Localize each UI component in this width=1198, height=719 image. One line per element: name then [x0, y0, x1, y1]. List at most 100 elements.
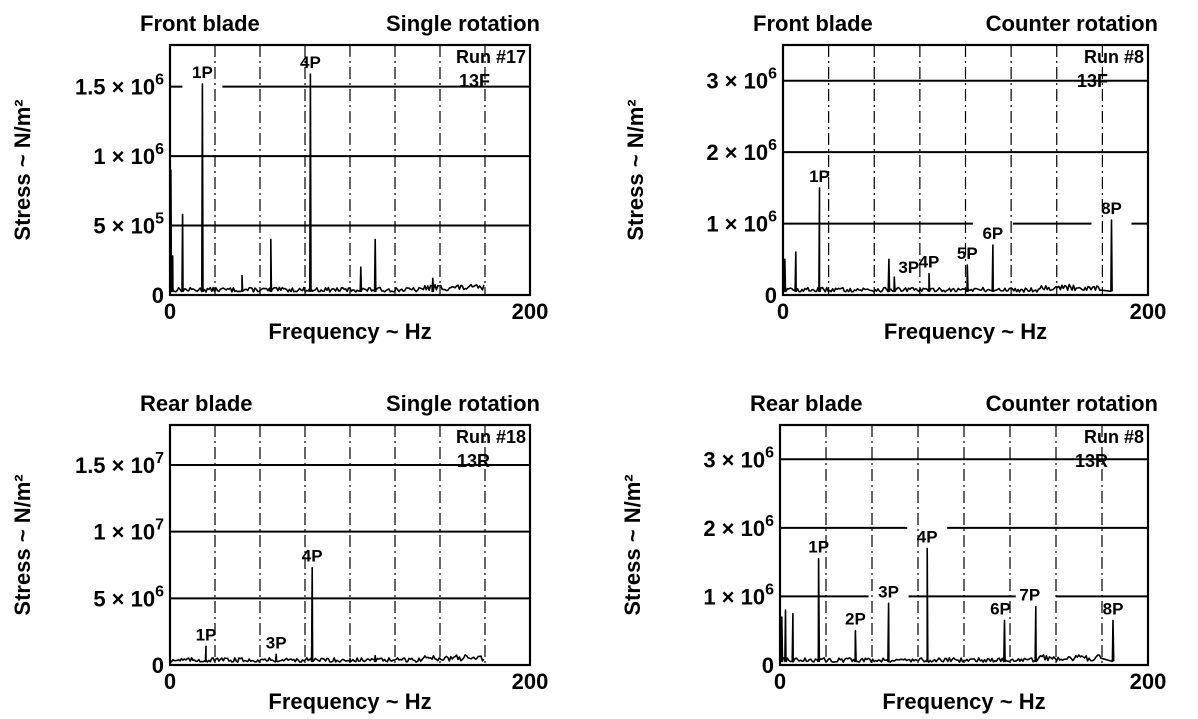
peak-label: 1P	[809, 167, 830, 186]
y-tick-label: 5 × 105	[93, 211, 164, 239]
x-axis-label: Frequency ~ Hz	[882, 689, 1045, 714]
y-tick-base: 5 × 10	[93, 586, 155, 611]
y-tick-base: 3 × 10	[706, 69, 768, 94]
run-label: Run #17	[456, 47, 526, 67]
chart-title: Rear blade	[140, 391, 253, 416]
y-tick-exponent: 6	[765, 581, 774, 598]
y-tick-label: 1 × 106	[703, 581, 774, 609]
y-tick-base: 0	[152, 653, 164, 678]
plot-frame	[168, 43, 532, 297]
peak-label: 8P	[1103, 599, 1124, 618]
x-tick-label: 200	[1130, 669, 1167, 694]
y-tick-base: 0	[765, 283, 777, 308]
x-tick-label: 200	[512, 299, 549, 324]
y-tick-label: 1 × 106	[93, 141, 164, 169]
peak-label: 3P	[878, 582, 899, 601]
peak-label: 8P	[1101, 199, 1122, 218]
chart-panel-4: Rear blade Counter rotation 1P 2P 3P 4P 6P 7P 8P…	[620, 391, 1166, 714]
spectrum-series	[169, 566, 485, 663]
plot-frame	[168, 423, 532, 667]
y-axis-label: Stress ~ N/m²	[10, 99, 35, 240]
peak-label: 1P	[192, 63, 213, 82]
chart-subtitle: Counter rotation	[986, 391, 1158, 416]
plot-frame	[778, 423, 1150, 667]
peak-label: 6P	[982, 224, 1003, 243]
x-tick-label: 0	[777, 299, 789, 324]
peak-label: 5P	[957, 244, 978, 263]
chart-title: Rear blade	[750, 391, 863, 416]
chart-title: Front blade	[140, 11, 260, 36]
spectrum-series	[782, 187, 1113, 293]
y-axis-label: Stress ~ N/m²	[620, 474, 645, 615]
y-tick-exponent: 6	[765, 513, 774, 530]
y-tick-exponent: 5	[155, 211, 164, 228]
gauge-label: 13R	[1075, 451, 1108, 471]
plot-frame	[781, 43, 1150, 297]
x-tick-label: 0	[774, 669, 786, 694]
x-axis-label: Frequency ~ Hz	[884, 319, 1047, 344]
y-tick-label: 3 × 106	[706, 66, 777, 94]
y-tick-label: 0	[762, 653, 774, 678]
run-label: Run #8	[1084, 427, 1144, 447]
run-label: Run #18	[456, 427, 526, 447]
y-tick-base: 1 × 10	[703, 584, 765, 609]
x-axis-label: Frequency ~ Hz	[268, 319, 431, 344]
peak-label: 7P	[1019, 586, 1040, 605]
y-tick-label: 0	[765, 283, 777, 308]
chart-subtitle: Single rotation	[386, 391, 540, 416]
y-tick-base: 1 × 10	[93, 520, 155, 545]
peak-label: 6P	[990, 599, 1011, 618]
chart-panel-1: Front blade Single rotation 1P 4P Run #17 13F…	[10, 11, 548, 344]
y-tick-exponent: 6	[155, 583, 164, 600]
y-tick-exponent: 6	[765, 444, 774, 461]
x-tick-label: 200	[512, 669, 549, 694]
chart-subtitle: Counter rotation	[986, 11, 1158, 36]
y-tick-label: 1 × 106	[706, 209, 777, 237]
y-tick-label: 1.5 × 106	[75, 72, 164, 100]
chart-panel-3: Rear blade Single rotation 1P 3P 4P Run #18 13…	[10, 391, 548, 714]
y-tick-exponent: 7	[155, 450, 164, 467]
y-tick-exponent: 6	[768, 137, 777, 154]
y-tick-base: 2 × 10	[706, 140, 768, 165]
y-tick-label: 2 × 106	[703, 513, 774, 541]
y-tick-base: 1.5 × 10	[75, 453, 155, 478]
peak-label: 4P	[300, 53, 321, 72]
peak-label: 4P	[302, 547, 323, 566]
y-tick-label: 1.5 × 107	[75, 450, 164, 478]
peak-label: 2P	[845, 610, 866, 629]
y-tick-exponent: 6	[768, 209, 777, 226]
y-tick-base: 5 × 10	[93, 214, 155, 239]
x-tick-label: 0	[164, 669, 176, 694]
y-tick-exponent: 6	[155, 141, 164, 158]
peak-label: 4P	[919, 253, 940, 272]
peak-label: 1P	[808, 538, 829, 557]
y-axis-label: Stress ~ N/m²	[10, 474, 35, 615]
y-tick-base: 1 × 10	[93, 144, 155, 169]
y-tick-label: 3 × 106	[703, 444, 774, 472]
gauge-label: 13F	[1077, 71, 1108, 91]
y-tick-label: 0	[152, 283, 164, 308]
y-tick-base: 3 × 10	[703, 447, 765, 472]
y-tick-exponent: 7	[155, 517, 164, 534]
chart-subtitle: Single rotation	[386, 11, 540, 36]
peak-label: 1P	[196, 625, 217, 644]
x-axis-label: Frequency ~ Hz	[268, 689, 431, 714]
y-tick-label: 1 × 107	[93, 517, 164, 545]
chart-title: Front blade	[753, 11, 873, 36]
spectrum-series	[779, 547, 1115, 663]
y-tick-label: 0	[152, 653, 164, 678]
peak-label: 3P	[898, 258, 919, 277]
y-tick-base: 1 × 10	[706, 212, 768, 237]
y-tick-label: 5 × 106	[93, 583, 164, 611]
x-tick-label: 0	[164, 299, 176, 324]
spectrum-series	[169, 73, 485, 293]
y-axis-label: Stress ~ N/m²	[623, 99, 648, 240]
y-tick-exponent: 6	[768, 66, 777, 83]
y-tick-exponent: 6	[155, 72, 164, 89]
run-label: Run #8	[1084, 47, 1144, 67]
gauge-label: 13R	[457, 451, 490, 471]
y-tick-base: 0	[762, 653, 774, 678]
y-tick-base: 0	[152, 283, 164, 308]
